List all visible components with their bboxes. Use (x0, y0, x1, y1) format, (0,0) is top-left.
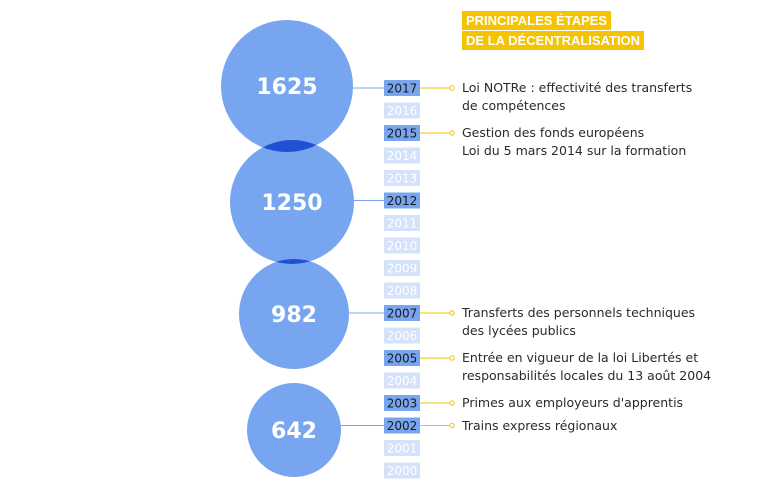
year-box (384, 282, 420, 299)
year-box (384, 102, 420, 119)
event-dot (449, 422, 455, 429)
circle-value: 1250 (261, 191, 322, 216)
year-label: 2016 (387, 104, 418, 118)
year-box (384, 440, 420, 456)
event-dot (449, 400, 455, 406)
title-line-1: PRINCIPALES ÉTAPES (462, 11, 612, 30)
year-box (384, 80, 420, 96)
event-dot (449, 85, 455, 91)
event-text: responsabilités locales du 13 août 2004 (462, 368, 712, 383)
year-label: 2005 (387, 352, 418, 366)
year-label: 2017 (387, 82, 418, 96)
year-box (384, 395, 420, 411)
year-label: 2003 (387, 397, 418, 411)
event-text: Loi NOTRe : effectivité des transferts (462, 80, 693, 95)
year-label: 2013 (387, 172, 418, 186)
year-box (384, 372, 420, 389)
count-circle (221, 20, 353, 152)
year-label: 2008 (387, 284, 418, 298)
year-box (384, 147, 420, 164)
title-line-2: DE LA DÉCENTRALISATION (462, 31, 645, 50)
event-dot (449, 310, 455, 316)
circle-value: 1625 (256, 75, 317, 100)
event-text: Loi du 5 mars 2014 sur la formation (462, 143, 687, 158)
circle-value: 642 (271, 419, 317, 444)
event-text: des lycées publics (462, 323, 576, 338)
year-label: 2010 (387, 239, 418, 253)
year-label: 2002 (387, 419, 418, 433)
count-circle (239, 259, 349, 369)
event-text: Entrée en vigueur de la loi Libertés et (462, 350, 699, 365)
year-label: 2000 (387, 464, 418, 478)
year-box (384, 260, 420, 276)
year-label: 2006 (387, 329, 418, 343)
event-text: de compétences (462, 98, 566, 113)
year-label: 2011 (387, 217, 418, 231)
year-box (384, 417, 420, 434)
event-dot (449, 130, 455, 136)
circle-value: 982 (271, 303, 317, 328)
year-box (384, 327, 420, 344)
event-text: Trains express régionaux (462, 417, 618, 433)
year-box (384, 170, 420, 186)
event-text: Transferts des personnels techniques (462, 305, 696, 320)
count-circle (230, 140, 354, 264)
event-dot (449, 355, 455, 361)
year-label: 2007 (387, 307, 418, 321)
year-label: 2014 (387, 149, 418, 163)
year-label: 2012 (387, 194, 418, 208)
year-box (384, 125, 420, 141)
year-box (384, 462, 420, 479)
year-box (384, 350, 420, 366)
year-box (384, 305, 420, 321)
year-label: 2015 (387, 127, 418, 141)
year-box (384, 192, 420, 209)
year-box (384, 215, 420, 231)
event-text: Gestion des fonds européens (462, 125, 645, 140)
event-text: Primes aux employeurs d'apprentis (462, 395, 684, 410)
year-label: 2004 (387, 374, 418, 388)
year-label: 2001 (387, 442, 418, 456)
count-circle (247, 383, 341, 477)
year-box (384, 237, 420, 254)
year-label: 2009 (387, 262, 418, 276)
